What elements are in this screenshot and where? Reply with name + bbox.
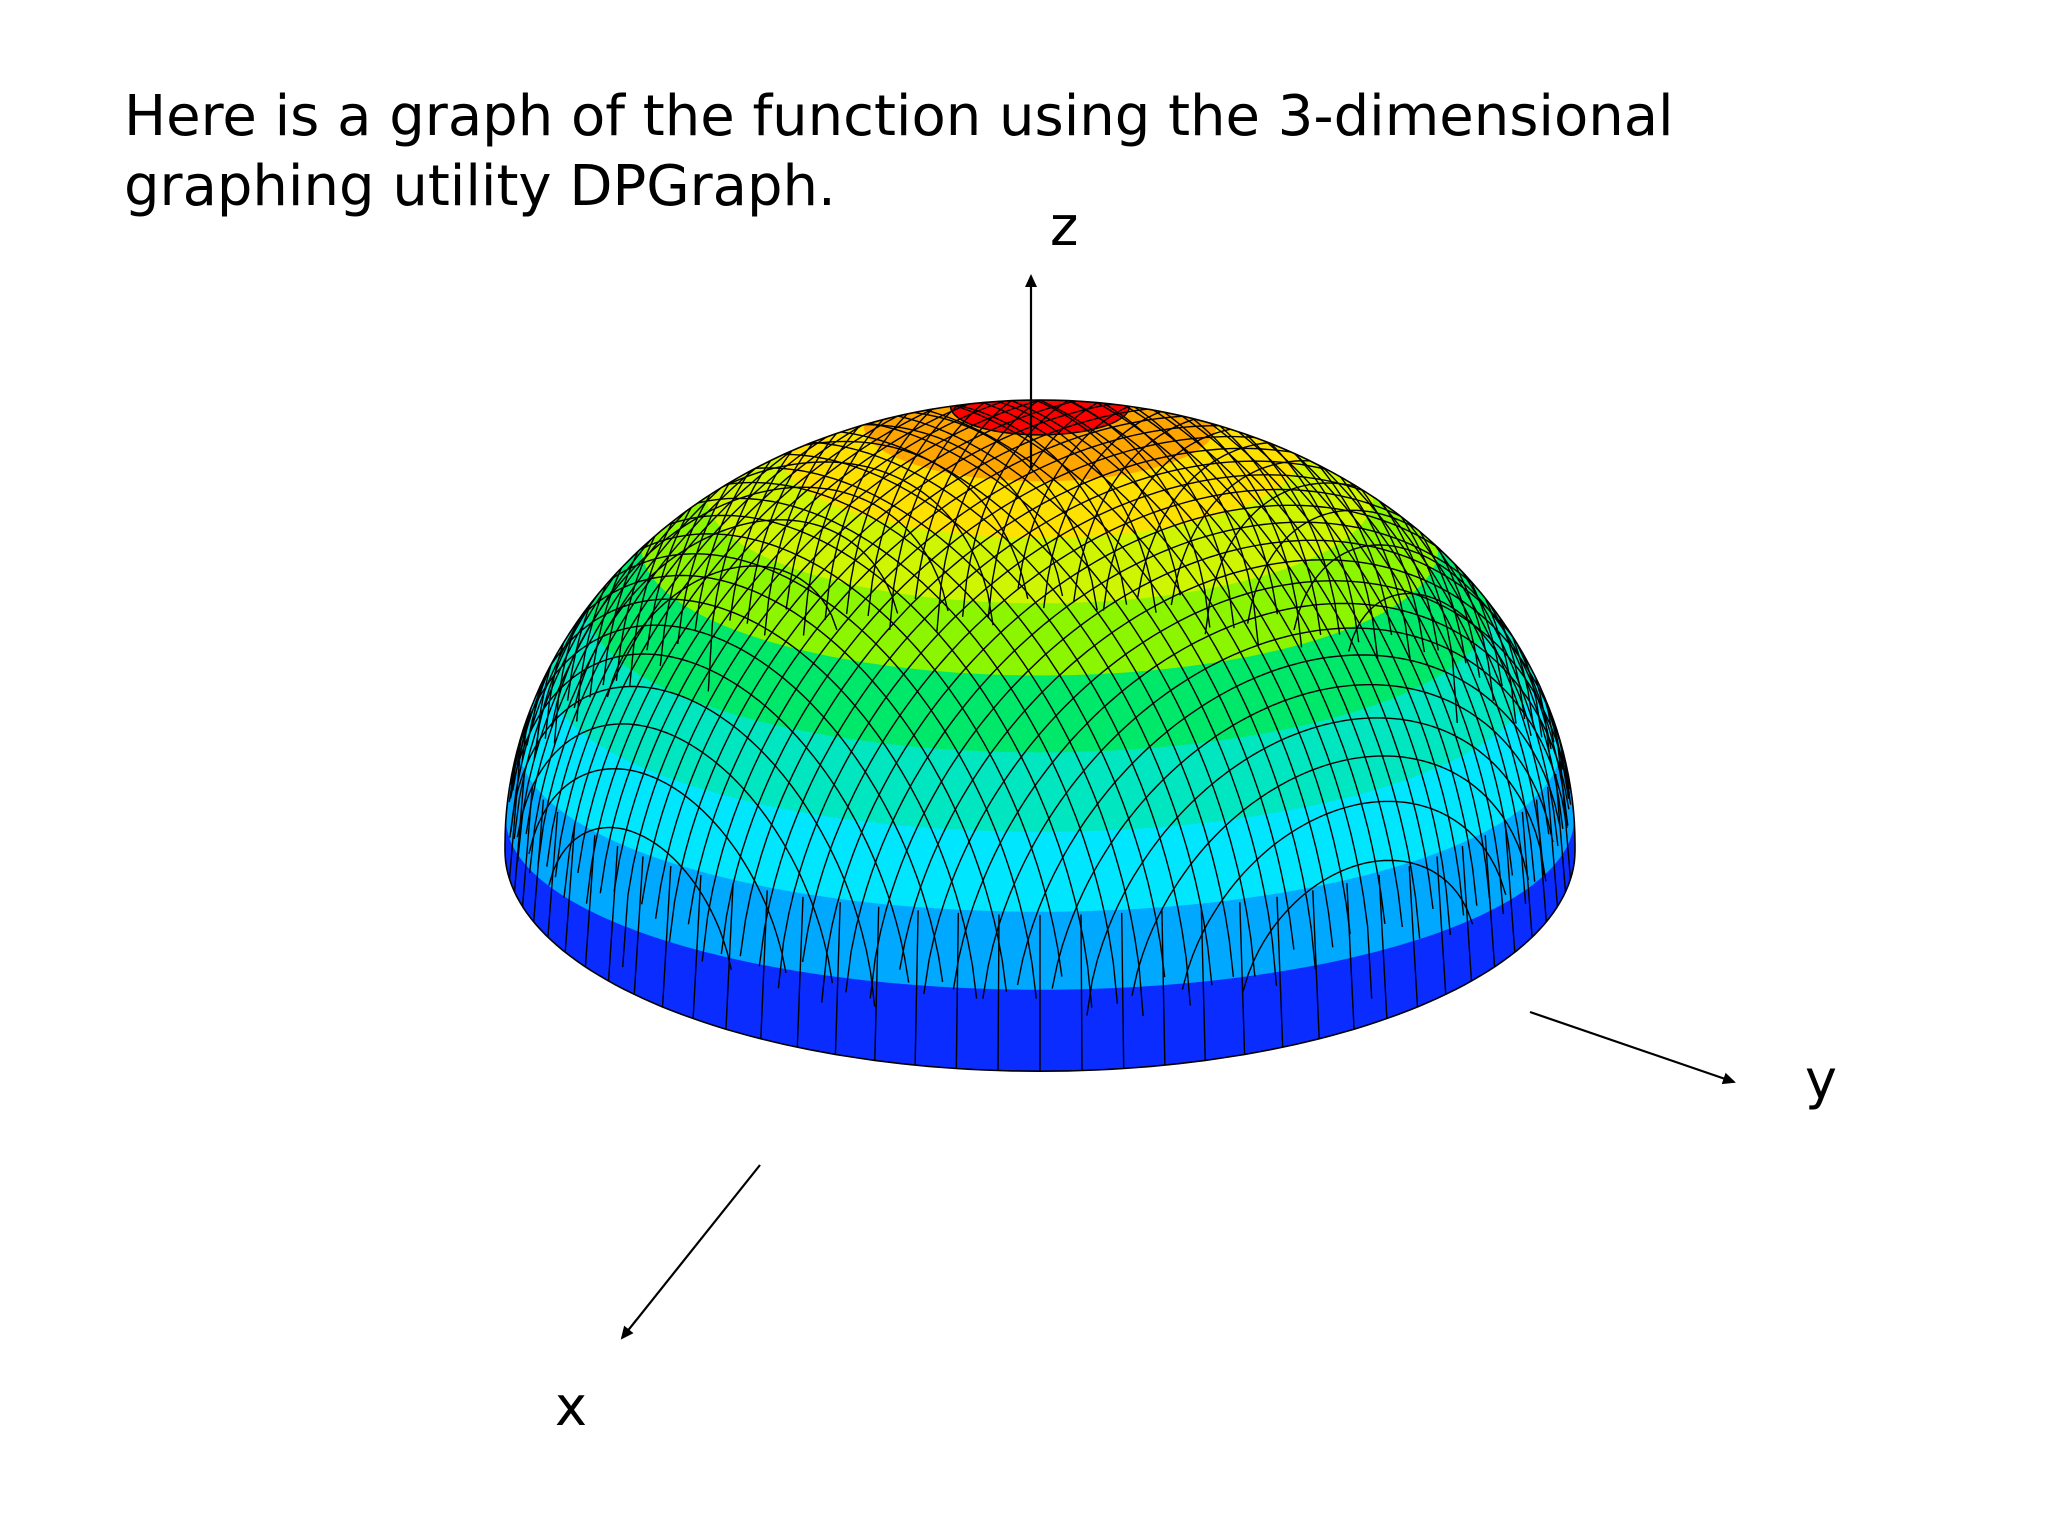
x-axis <box>620 1164 761 1340</box>
z-axis-label: z <box>1050 195 1078 258</box>
hemisphere-surface <box>504 399 1576 1073</box>
caption-line-2: graphing utility DPGraph. <box>124 154 836 219</box>
surface-outline <box>504 399 1576 1073</box>
y-axis-label: y <box>1805 1048 1837 1111</box>
slide-caption: Here is a graph of the function using th… <box>124 82 1684 222</box>
x-axis-label: x <box>555 1375 587 1438</box>
y-axis <box>1529 1010 1736 1085</box>
surface-band <box>550 400 1530 435</box>
caption-line-1: Here is a graph of the function using th… <box>124 84 1674 149</box>
